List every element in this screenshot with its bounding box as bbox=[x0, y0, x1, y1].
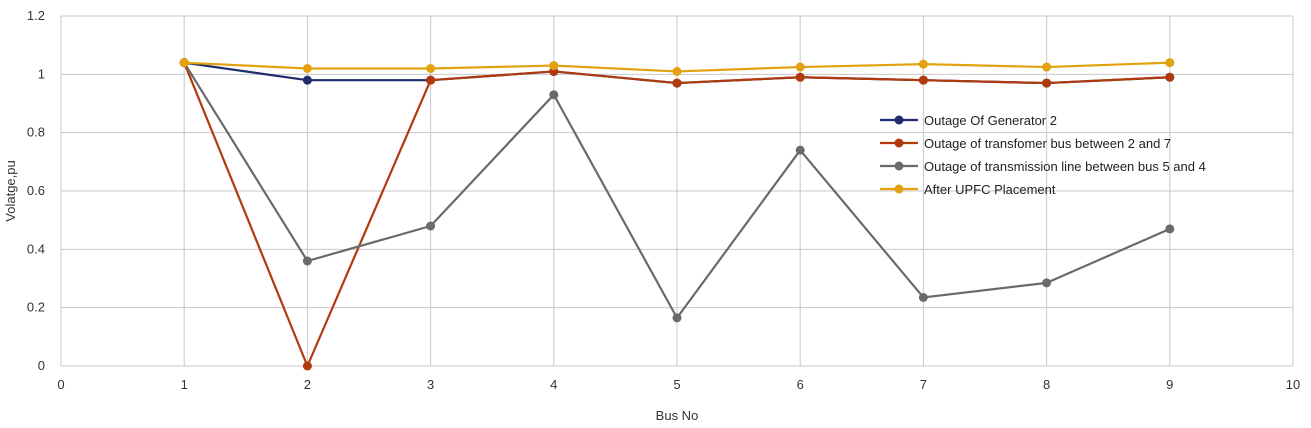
y-tick-label: 0.2 bbox=[27, 300, 45, 315]
data-point bbox=[549, 61, 559, 71]
legend-label: After UPFC Placement bbox=[924, 182, 1056, 197]
x-tick-label: 3 bbox=[427, 377, 434, 392]
legend-label: Outage Of Generator 2 bbox=[924, 113, 1057, 128]
data-point bbox=[795, 145, 805, 155]
x-tick-label: 9 bbox=[1166, 377, 1173, 392]
x-tick-label: 10 bbox=[1286, 377, 1300, 392]
x-tick-label: 7 bbox=[920, 377, 927, 392]
legend-swatch-marker bbox=[894, 161, 904, 171]
y-tick-label: 0.8 bbox=[27, 125, 45, 140]
y-tick-label: 0.4 bbox=[27, 241, 45, 256]
data-point bbox=[1042, 78, 1052, 88]
series-4 bbox=[179, 58, 1175, 76]
data-point bbox=[426, 221, 436, 231]
series-3 bbox=[179, 58, 1175, 323]
data-point bbox=[795, 72, 805, 82]
legend-item: Outage of transmission line between bus … bbox=[880, 159, 1206, 174]
data-point bbox=[549, 90, 559, 100]
data-point bbox=[302, 64, 312, 73]
legend: Outage Of Generator 2 Outage of transfome… bbox=[880, 113, 1206, 197]
data-point bbox=[1165, 224, 1175, 234]
data-point bbox=[302, 361, 312, 371]
y-tick-label: 0.6 bbox=[27, 183, 45, 198]
data-point bbox=[672, 313, 682, 323]
data-point bbox=[672, 78, 682, 88]
y-axis-title: Volatge,pu bbox=[3, 160, 18, 221]
axes: 0 0.2 0.4 0.6 0.8 1 1.2 0 1 2 3 4 5 6 7 8 9 10 bbox=[27, 8, 1300, 392]
legend-item: After UPFC Placement bbox=[880, 182, 1056, 197]
legend-label: Outage of transfomer bus between 2 and 7 bbox=[924, 136, 1171, 151]
data-point bbox=[302, 256, 312, 266]
data-point bbox=[179, 58, 189, 68]
x-axis-title: Bus No bbox=[656, 408, 699, 423]
x-tick-label: 5 bbox=[673, 377, 680, 392]
data-point bbox=[1165, 72, 1175, 82]
x-tick-label: 1 bbox=[181, 377, 188, 392]
data-point bbox=[918, 292, 928, 302]
legend-swatch-marker bbox=[894, 138, 904, 148]
data-point bbox=[795, 62, 805, 72]
legend-label: Outage of transmission line between bus … bbox=[924, 159, 1206, 174]
data-point bbox=[918, 75, 928, 85]
data-point bbox=[1165, 58, 1175, 68]
y-tick-label: 1 bbox=[38, 66, 45, 81]
y-tick-label: 1.2 bbox=[27, 8, 45, 23]
x-tick-label: 6 bbox=[797, 377, 804, 392]
data-point bbox=[672, 66, 682, 76]
data-point bbox=[1042, 278, 1052, 288]
data-point bbox=[918, 59, 928, 69]
data-point bbox=[426, 75, 436, 85]
data-point bbox=[302, 75, 312, 85]
legend-item: Outage Of Generator 2 bbox=[880, 113, 1057, 128]
x-tick-label: 2 bbox=[304, 377, 311, 392]
series-layer bbox=[179, 58, 1175, 371]
legend-swatch-marker bbox=[894, 184, 904, 194]
data-point bbox=[1042, 62, 1052, 72]
legend-item: Outage of transfomer bus between 2 and 7 bbox=[880, 136, 1171, 151]
x-tick-label: 0 bbox=[57, 377, 64, 392]
y-tick-label: 0 bbox=[38, 358, 45, 373]
legend-swatch-marker bbox=[894, 115, 904, 125]
data-point bbox=[426, 64, 436, 73]
x-tick-label: 4 bbox=[550, 377, 557, 392]
x-tick-label: 8 bbox=[1043, 377, 1050, 392]
